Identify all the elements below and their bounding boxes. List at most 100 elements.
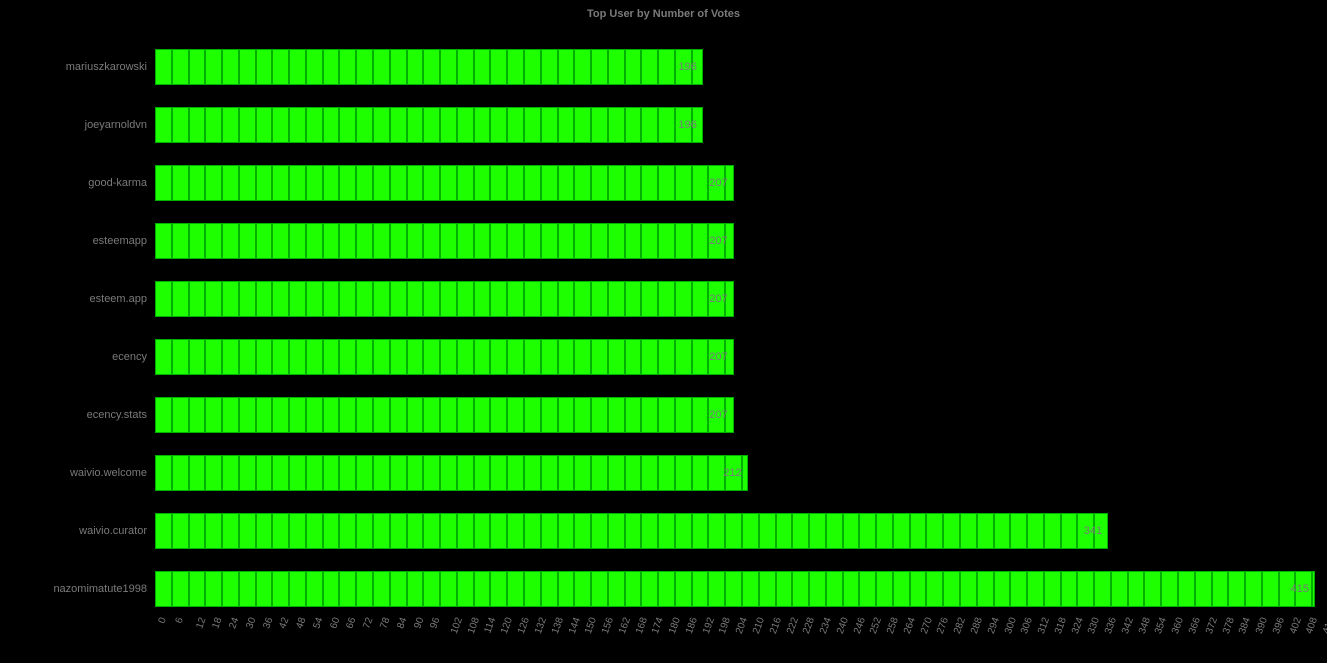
x-axis-tick-label: 54 — [311, 616, 325, 630]
bar-segment — [960, 571, 977, 607]
bar-segment — [843, 571, 860, 607]
bar-segment — [289, 281, 306, 317]
bar-value-label: 212 — [723, 467, 741, 479]
bar-segment — [474, 571, 491, 607]
bar-segment — [407, 455, 424, 491]
bar-segment — [239, 165, 256, 201]
bar-segment — [440, 339, 457, 375]
bar-segment — [205, 397, 222, 433]
bar-segment — [490, 397, 507, 433]
bar-segment — [205, 281, 222, 317]
x-axis-tick-label: 264 — [902, 616, 918, 635]
bar-segment — [339, 571, 356, 607]
bar-segment — [490, 513, 507, 549]
bar-segment — [272, 513, 289, 549]
bar-segment — [440, 281, 457, 317]
bar-segment — [574, 455, 591, 491]
bar-segment — [574, 571, 591, 607]
x-axis-tick-label: 114 — [482, 616, 498, 635]
bar-segment — [641, 281, 658, 317]
bar-segment — [222, 223, 239, 259]
bar-segment — [625, 455, 642, 491]
bar-segment — [306, 455, 323, 491]
x-axis-tick-label: 312 — [1036, 616, 1052, 635]
bar-segment — [323, 571, 340, 607]
bar-segment — [440, 165, 457, 201]
bar: 207 — [155, 281, 734, 317]
bar-segment — [289, 107, 306, 143]
bar-segment — [373, 397, 390, 433]
bar-segment — [1245, 571, 1262, 607]
bar-segment — [675, 165, 692, 201]
bar-segment — [339, 49, 356, 85]
x-axis-tick-label: 204 — [734, 616, 750, 635]
bar-segment — [373, 281, 390, 317]
bar-segment — [407, 513, 424, 549]
bar-segment — [507, 571, 524, 607]
bar-segment — [407, 339, 424, 375]
bar-segment — [407, 107, 424, 143]
bar-segment — [423, 223, 440, 259]
bar-segment — [356, 49, 373, 85]
bar-segment — [339, 281, 356, 317]
bar-segment — [390, 281, 407, 317]
bar-segment — [339, 223, 356, 259]
bar-segment — [490, 571, 507, 607]
bar-segment — [541, 107, 558, 143]
bar-segment — [943, 513, 960, 549]
bar-segment — [910, 571, 927, 607]
bar-segment — [172, 455, 189, 491]
bar-segment — [256, 455, 273, 491]
bar-segment — [1094, 571, 1111, 607]
x-axis-tick-label: 348 — [1137, 616, 1153, 635]
bar-segment — [289, 455, 306, 491]
bar-segment — [222, 49, 239, 85]
bar-segment — [457, 455, 474, 491]
bar-segment — [256, 281, 273, 317]
x-axis-tick-label: 42 — [278, 616, 292, 630]
x-axis-tick-label: 126 — [516, 616, 532, 635]
bar-segment — [222, 107, 239, 143]
bar-segment — [675, 571, 692, 607]
bar-segment — [474, 397, 491, 433]
bar-segment — [390, 513, 407, 549]
bar-segment — [524, 455, 541, 491]
bar-segment — [776, 513, 793, 549]
bar-segment — [423, 165, 440, 201]
bar-segment — [272, 397, 289, 433]
bar-segment — [189, 339, 206, 375]
bar-segment — [625, 339, 642, 375]
bar-segment — [625, 223, 642, 259]
bar-segment — [373, 571, 390, 607]
bar-segment — [172, 339, 189, 375]
bar-segment — [272, 223, 289, 259]
bar-segment — [373, 223, 390, 259]
bar-segment — [490, 49, 507, 85]
bar-segment — [457, 513, 474, 549]
bar-segment — [474, 223, 491, 259]
bar-segment — [608, 223, 625, 259]
bar-segment — [859, 513, 876, 549]
bar-segment — [591, 49, 608, 85]
bar-segment — [809, 513, 826, 549]
bar-segment — [205, 165, 222, 201]
bar-value-label: 196 — [678, 61, 696, 73]
bar-segment — [641, 107, 658, 143]
bar-segment — [1228, 571, 1245, 607]
bar-segment — [1044, 513, 1061, 549]
bar-segment — [356, 107, 373, 143]
bar-segment — [675, 513, 692, 549]
bar: 196 — [155, 107, 703, 143]
bar-segment — [323, 281, 340, 317]
bar-segment — [323, 339, 340, 375]
bar-segment — [423, 281, 440, 317]
bar-segment — [574, 281, 591, 317]
bar-value-label: 341 — [1084, 525, 1102, 537]
bar-segment — [289, 165, 306, 201]
bar-value-label: 207 — [709, 409, 727, 421]
bar-segment — [356, 397, 373, 433]
x-axis-tick-label: 30 — [244, 616, 258, 630]
bar-segment — [272, 571, 289, 607]
bar-segment — [490, 223, 507, 259]
bar-segment — [205, 49, 222, 85]
